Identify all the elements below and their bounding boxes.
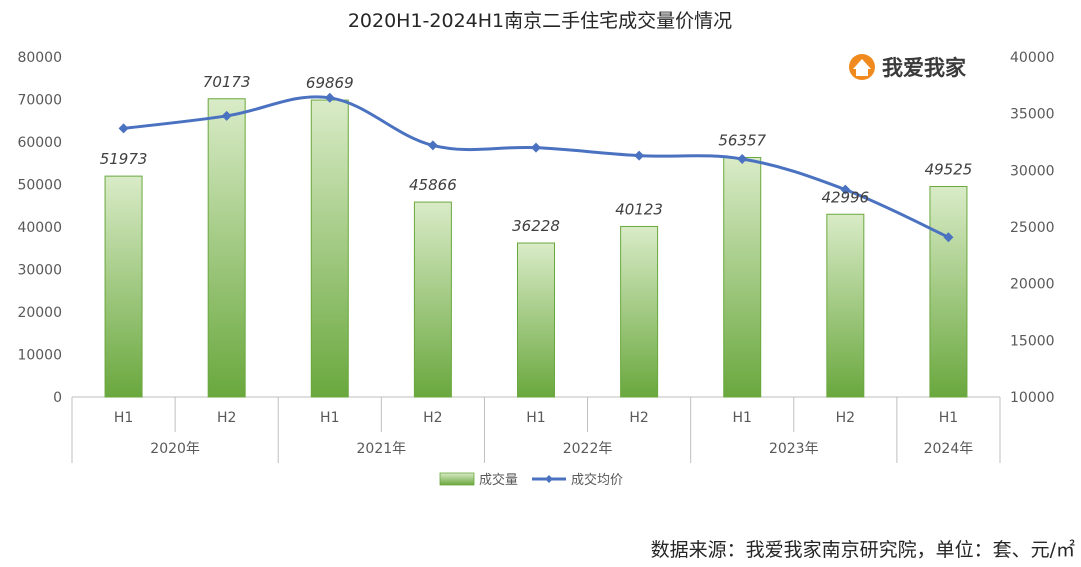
left-tick-label: 70000 <box>17 93 62 109</box>
source-note: 数据来源：我爱我家南京研究院，单位：套、元/㎡ <box>651 538 1075 561</box>
line-point <box>324 92 335 103</box>
category-label: H1 <box>939 410 958 426</box>
right-tick-label: 10000 <box>1010 390 1055 406</box>
data-label: 36228 <box>512 217 560 235</box>
bar <box>620 225 659 398</box>
category-label: H1 <box>733 410 752 426</box>
right-tick-label: 20000 <box>1010 277 1055 293</box>
data-label: 51973 <box>100 150 148 168</box>
line-point <box>427 140 438 151</box>
category-label: H1 <box>114 410 133 426</box>
line-point <box>118 123 129 134</box>
legend-swatch-bar <box>439 472 475 486</box>
left-axis: 0 10000 20000 30000 40000 50000 60000 70000 8000… <box>17 50 62 406</box>
legend-marker <box>545 475 553 483</box>
x-axis: 2020年 2021年 2022年 2023年 2024年 H1 H2 H1 H2 H1 H2 H1 H… <box>71 396 1001 463</box>
category-label: H1 <box>526 410 545 426</box>
line-point <box>840 184 851 195</box>
data-label: 45866 <box>409 176 457 194</box>
data-label: 69869 <box>306 74 354 92</box>
data-label: 56357 <box>718 131 766 149</box>
right-tick-label: 25000 <box>1010 220 1055 236</box>
bar <box>310 99 349 398</box>
group-label: 2020年 <box>150 441 200 457</box>
bar <box>104 175 143 398</box>
data-labels: 51973 70173 69869 45866 36228 40123 56357 42996… <box>100 73 973 235</box>
left-tick-label: 20000 <box>17 305 62 321</box>
category-label: H2 <box>836 410 855 426</box>
group-label: 2021年 <box>357 441 407 457</box>
bar <box>413 201 452 398</box>
bar <box>723 156 762 398</box>
brand-logo: 我爱我家 <box>849 54 967 80</box>
right-axis: 10000 15000 20000 25000 30000 35000 40000 <box>1010 50 1055 406</box>
left-tick-label: 40000 <box>17 220 62 236</box>
category-label: H1 <box>320 410 339 426</box>
right-tick-label: 35000 <box>1010 107 1055 123</box>
bar <box>517 242 555 398</box>
legend: 成交量 成交均价 <box>439 472 623 488</box>
group-label: 2024年 <box>924 441 974 457</box>
category-label: H2 <box>423 410 442 426</box>
line-point <box>943 232 954 243</box>
category-label: H2 <box>629 410 648 426</box>
bar <box>826 213 865 398</box>
left-tick-label: 30000 <box>17 263 62 279</box>
left-tick-label: 80000 <box>17 50 62 66</box>
brand-name: 我爱我家 <box>882 56 967 80</box>
line-point <box>531 142 541 153</box>
left-tick-label: 60000 <box>17 135 62 151</box>
bar <box>929 186 968 398</box>
chart-title: 2020H1-2024H1南京二手住宅成交量价情况 <box>348 10 732 32</box>
right-tick-label: 30000 <box>1010 163 1055 179</box>
data-label: 42996 <box>821 188 869 206</box>
right-tick-label: 40000 <box>1010 50 1055 66</box>
legend-label-bar: 成交量 <box>479 472 518 488</box>
left-tick-label: 50000 <box>17 178 62 194</box>
right-tick-label: 15000 <box>1010 333 1055 349</box>
category-label: H2 <box>217 410 236 426</box>
line-point <box>221 110 232 121</box>
group-label: 2022年 <box>563 441 613 457</box>
left-tick-label: 10000 <box>17 348 62 364</box>
group-label: 2023年 <box>769 441 819 457</box>
line-series <box>118 92 954 243</box>
data-label: 49525 <box>925 161 973 179</box>
line-point <box>634 150 645 161</box>
bar <box>207 98 246 398</box>
data-label: 70173 <box>203 73 251 91</box>
data-label: 40123 <box>615 200 663 218</box>
bar-series <box>104 98 968 398</box>
legend-label-line: 成交均价 <box>571 472 623 488</box>
left-tick-label: 0 <box>53 390 62 406</box>
line-point <box>737 154 748 164</box>
